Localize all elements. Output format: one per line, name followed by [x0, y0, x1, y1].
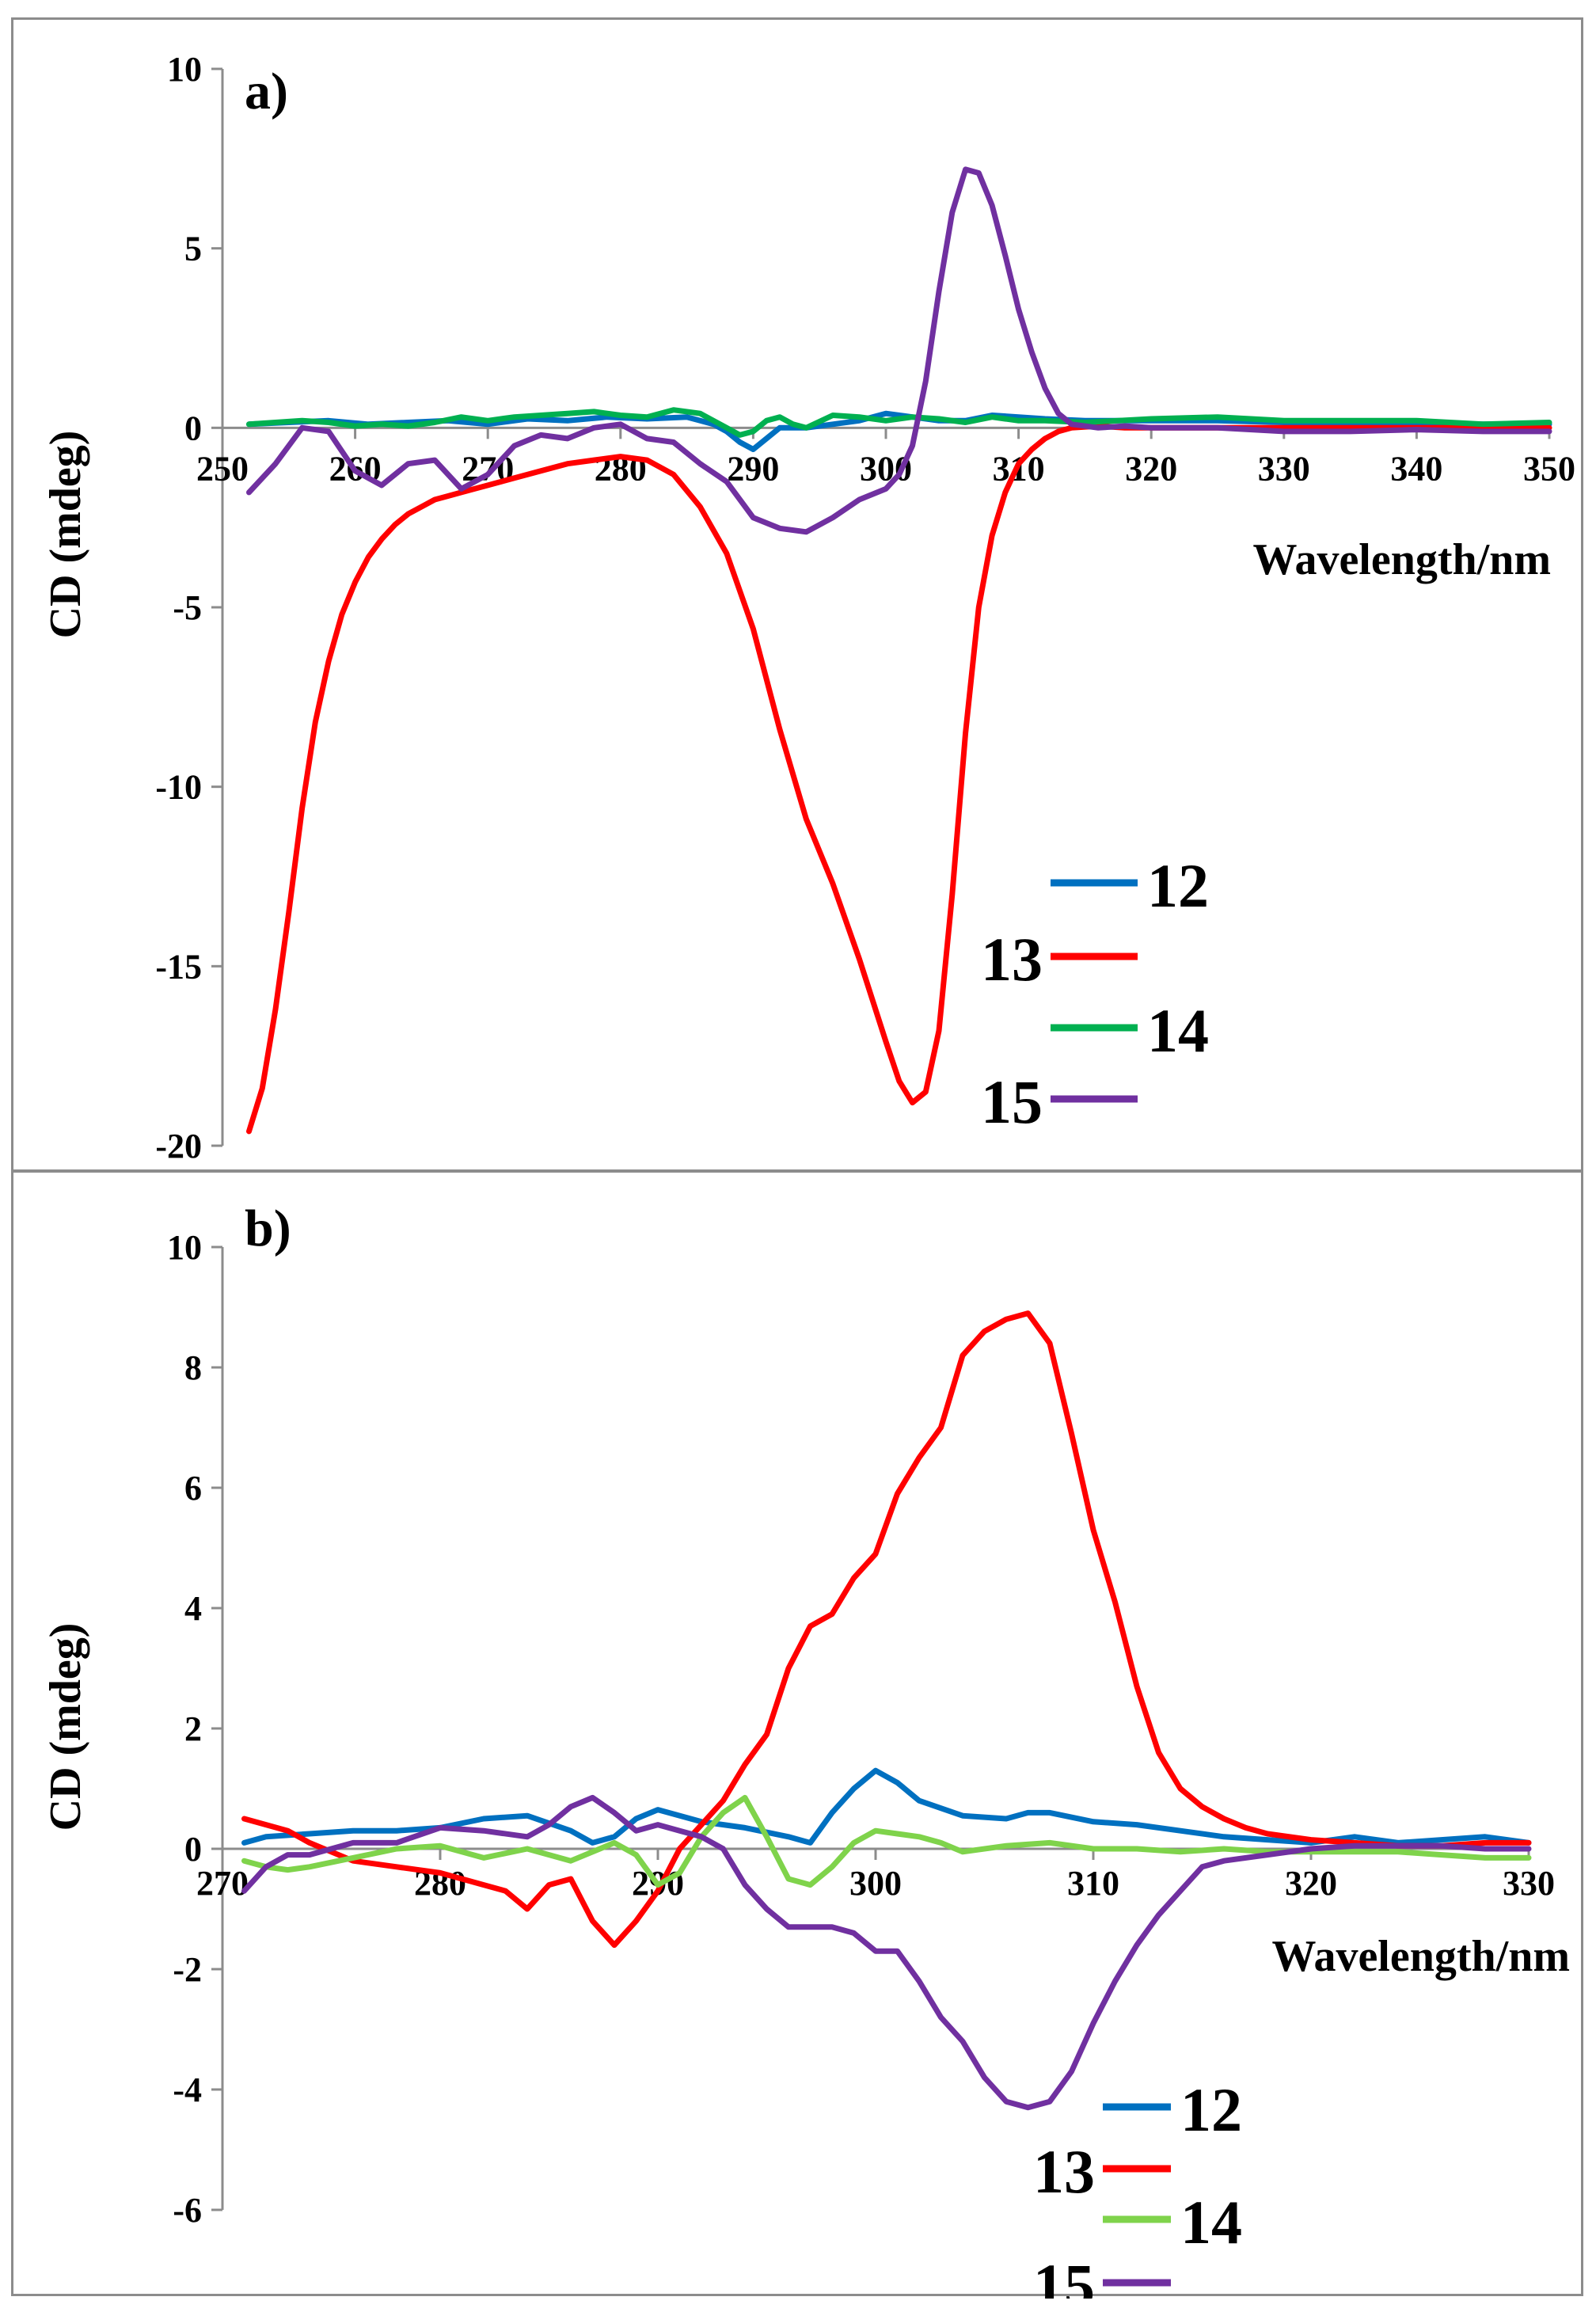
y-tick-label-b: 10: [167, 1228, 202, 1267]
chart-a-canvas: a) CD (mdeg) Wavelength/nm 10 5 0 -5 -10 -15 -…: [41, 50, 1575, 1166]
x-tick-label-b: 330: [1503, 1864, 1555, 1903]
y-tick-label-b: 8: [184, 1348, 202, 1387]
legend-label-15-a: 15: [981, 1067, 1043, 1136]
y-tick-label-b: 0: [184, 1830, 202, 1869]
y-tick-label-b: 2: [184, 1709, 202, 1748]
x-tick-label-a: 250: [196, 449, 249, 488]
series-line-14-a: [246, 407, 1552, 438]
x-tick-label-b: 320: [1285, 1864, 1337, 1903]
panel-label-b: b): [245, 1200, 291, 1257]
series-line-14-b: [241, 1794, 1532, 1888]
y-tick-label-b: -2: [173, 1950, 202, 1989]
y-tick-label-a: -10: [155, 768, 202, 807]
x-tick-label-a: 340: [1390, 449, 1442, 488]
series-line-15-a: [246, 166, 1552, 535]
x-tick-label-a: 320: [1125, 449, 1177, 488]
x-tick-label-b: 300: [849, 1864, 902, 1903]
legend-label-12-b: 12: [1180, 2075, 1242, 2144]
legend-label-14-a: 14: [1147, 996, 1209, 1065]
series-line-12-b: [241, 1767, 1532, 1846]
chart-panel-a: a) CD (mdeg) Wavelength/nm 10 5 0 -5 -10 -15 -…: [11, 17, 1583, 1172]
y-tick-label-a: 5: [184, 230, 202, 268]
series-line-13-b: [241, 1310, 1532, 1949]
legend-label-12-a: 12: [1147, 851, 1209, 920]
y-tick-label-a: -5: [173, 588, 202, 627]
series-line-15-b: [241, 1794, 1532, 2111]
y-tick-label-b: 6: [184, 1469, 202, 1508]
y-axis-title-a: CD (mdeg): [41, 431, 90, 639]
y-tick-label-b: -6: [173, 2191, 202, 2230]
y-tick-label-a: -15: [155, 947, 202, 986]
x-tick-label-b: 270: [196, 1864, 249, 1903]
series-line-13-a: [246, 423, 1552, 1135]
panel-label-a: a): [245, 63, 288, 120]
y-tick-label-b: 4: [184, 1589, 202, 1628]
x-tick-label-a: 350: [1523, 449, 1575, 488]
x-axis-title-a: Wavelength/nm: [1253, 535, 1551, 584]
x-tick-label-a: 290: [727, 449, 779, 488]
y-tick-label-b: -4: [173, 2071, 202, 2109]
y-axis-title-b: CD (mdeg): [41, 1623, 90, 1831]
y-tick-label-a: 0: [184, 409, 202, 447]
y-tick-label-a: 10: [167, 50, 202, 89]
x-tick-label-a: 330: [1258, 449, 1310, 488]
legend-label-13-a: 13: [981, 925, 1043, 994]
legend-label-15-b: 15: [1033, 2251, 1095, 2299]
legend-label-13-b: 13: [1033, 2137, 1095, 2206]
chart-panel-b: b) CD (mdeg) Wavelength/nm 10 8 6 4 2 0 -2 -4 -6…: [11, 1170, 1583, 2299]
chart-b-canvas: b) CD (mdeg) Wavelength/nm 10 8 6 4 2 0 -2 -4 -6…: [41, 1200, 1570, 2299]
legend-label-14-b: 14: [1180, 2188, 1242, 2257]
x-axis-title-b: Wavelength/nm: [1272, 1932, 1570, 1981]
y-tick-label-a: -20: [155, 1127, 202, 1166]
x-tick-label-b: 310: [1067, 1864, 1119, 1903]
